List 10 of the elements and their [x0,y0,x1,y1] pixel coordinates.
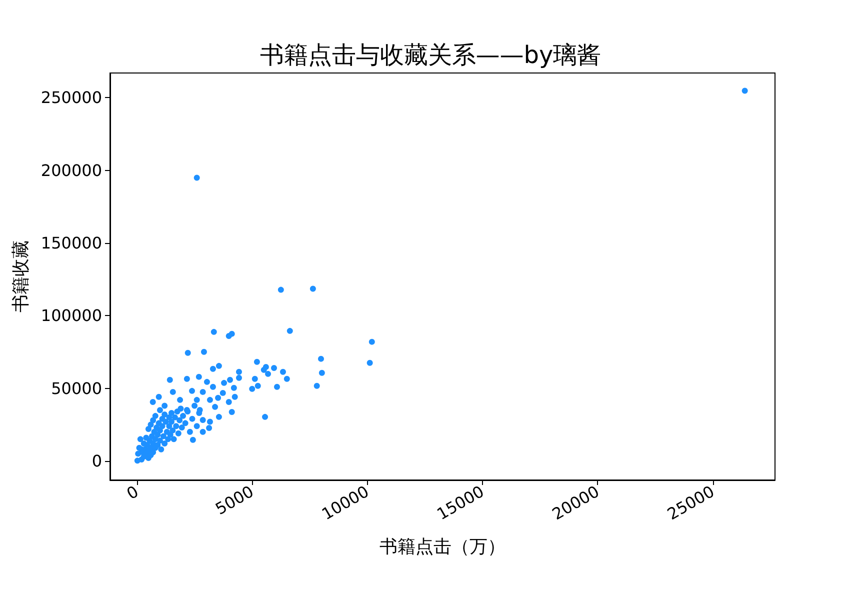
x-axis-title: 书籍点击（万） [380,536,506,558]
y-tick-label: 150000 [40,234,102,253]
y-tick-label: 250000 [40,88,102,108]
y-axis-title: 书籍收藏 [10,240,32,312]
chart-title: 书籍点击与收藏关系——by璃酱 [260,41,602,69]
x-tick-label: 0 [123,482,142,504]
y-tick-label: 100000 [40,306,102,326]
y-tick-label: 50000 [51,378,102,398]
y-tick-label: 200000 [40,160,102,180]
y-tick-label: 0 [92,451,102,470]
